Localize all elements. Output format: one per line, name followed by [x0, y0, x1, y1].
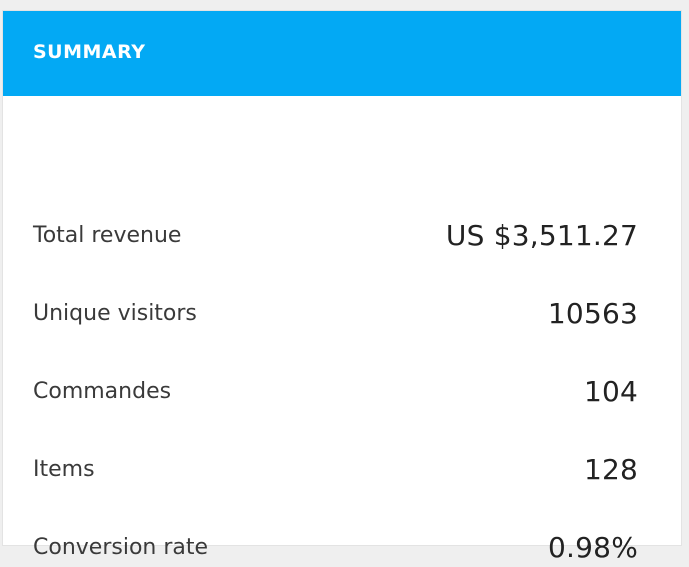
commandes-label: Commandes [33, 378, 172, 404]
summary-header: SUMMARY [3, 11, 681, 96]
summary-row-items: Items 128 [33, 449, 638, 489]
conversion-rate-value: 0.98% [548, 530, 638, 564]
items-value: 128 [583, 452, 638, 486]
commandes-value: 104 [583, 374, 638, 408]
items-label: Items [33, 456, 95, 482]
summary-title: SUMMARY [33, 40, 146, 63]
total-revenue-label: Total revenue [33, 222, 182, 248]
summary-row-conversion-rate: Conversion rate 0.98% [33, 527, 638, 567]
summary-row-unique-visitors: Unique visitors 10563 [33, 293, 638, 333]
unique-visitors-value: 10563 [547, 296, 638, 330]
unique-visitors-label: Unique visitors [33, 300, 197, 326]
summary-row-total-revenue: Total revenue US $3,511.27 [33, 215, 638, 255]
summary-row-commandes: Commandes 104 [33, 371, 638, 411]
total-revenue-value: US $3,511.27 [445, 218, 638, 252]
summary-card: SUMMARY Total revenue US $3,511.27 Uniqu… [2, 10, 682, 564]
conversion-rate-label: Conversion rate [33, 534, 209, 560]
